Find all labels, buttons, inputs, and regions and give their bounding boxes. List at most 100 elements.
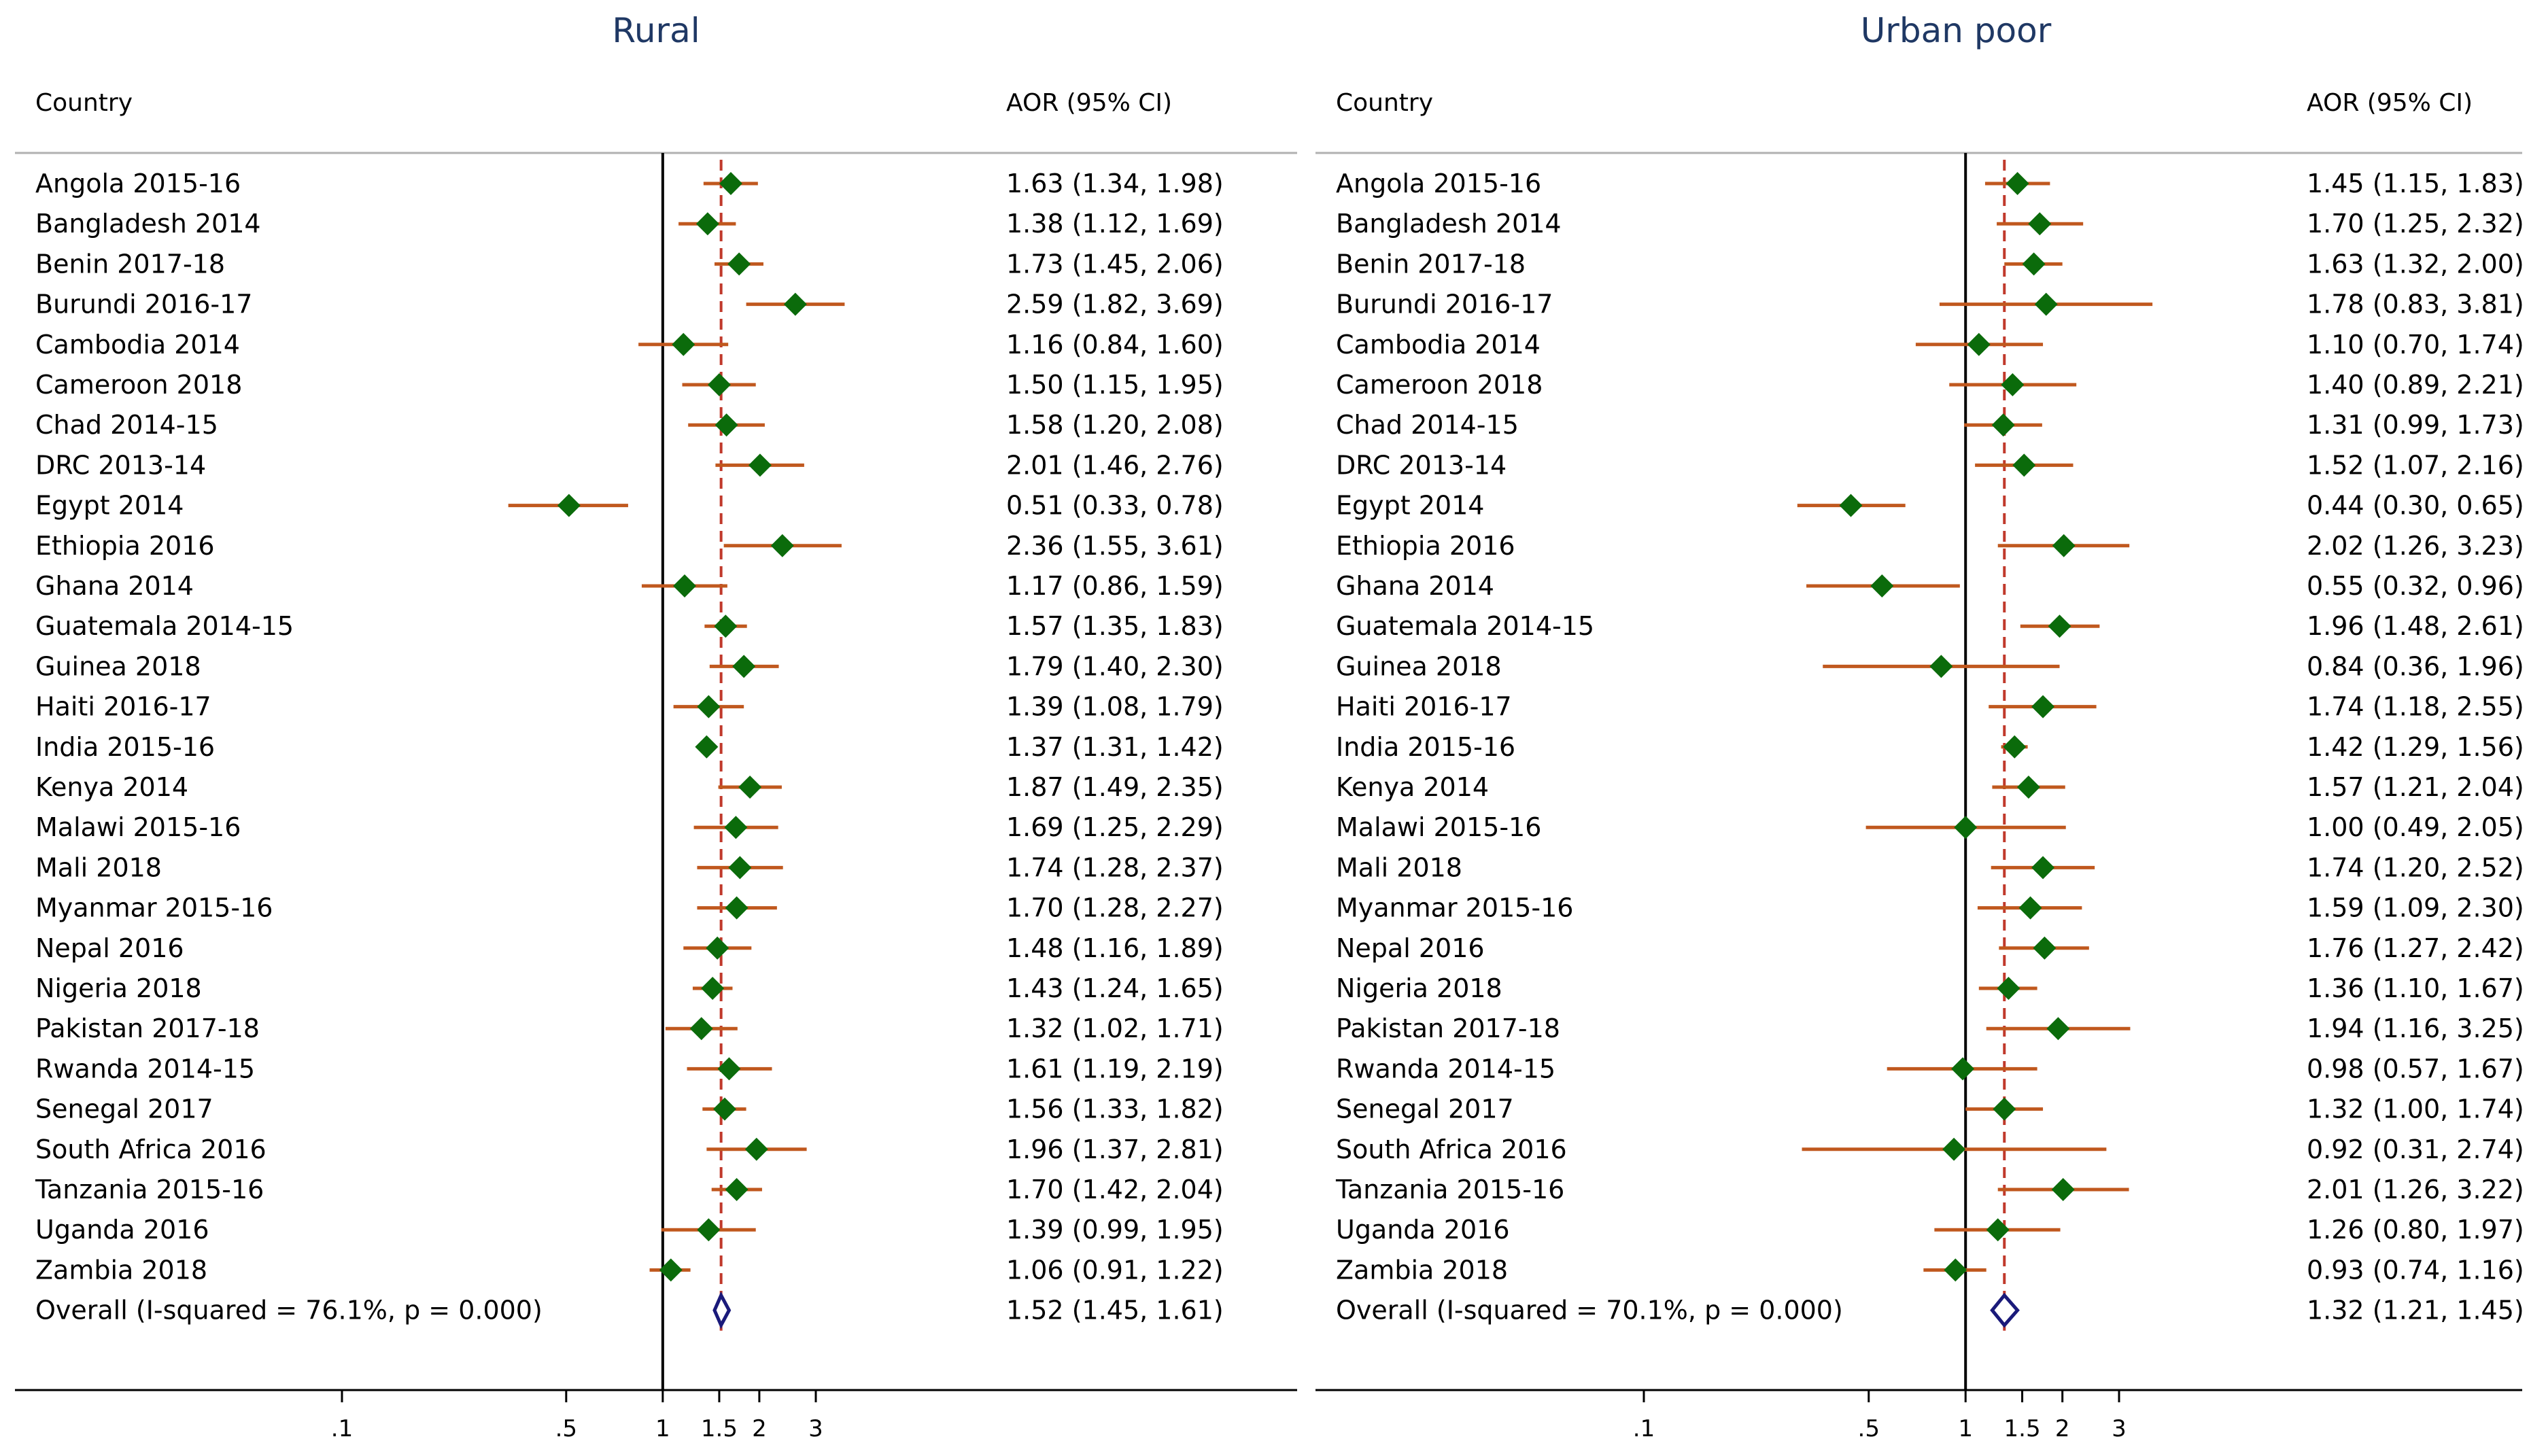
aor-ci-value: 1.73 (1.45, 2.06) xyxy=(1006,249,1224,279)
point-estimate-marker xyxy=(697,695,721,718)
x-tick-label: 1 xyxy=(655,1415,670,1442)
aor-ci-value: 1.37 (1.31, 1.42) xyxy=(1006,732,1224,762)
study-label: Ethiopia 2016 xyxy=(35,531,215,561)
study-label: Benin 2017-18 xyxy=(1336,249,1526,279)
aor-ci-value: 1.74 (1.28, 2.37) xyxy=(1006,852,1224,882)
point-estimate-marker xyxy=(2046,1017,2070,1041)
point-estimate-marker xyxy=(724,816,748,839)
x-tick-label: .1 xyxy=(331,1415,353,1442)
study-label: DRC 2013-14 xyxy=(35,450,206,480)
study-label: Senegal 2017 xyxy=(1336,1094,1514,1124)
x-tick-label: 1.5 xyxy=(2004,1415,2041,1442)
study-label: Cameroon 2018 xyxy=(35,370,242,400)
point-estimate-marker xyxy=(701,977,725,1000)
aor-ci-value: 0.92 (0.31, 2.74) xyxy=(2307,1134,2524,1164)
study-label: Angola 2015-16 xyxy=(1336,169,1541,198)
study-label: Uganda 2016 xyxy=(35,1215,209,1245)
point-estimate-marker xyxy=(2012,453,2036,477)
study-label: Burundi 2016-17 xyxy=(1336,290,1553,319)
point-estimate-marker xyxy=(695,212,719,236)
aor-ci-value: 1.57 (1.21, 2.04) xyxy=(2307,772,2524,802)
aor-ci-value: 1.00 (0.49, 2.05) xyxy=(2307,812,2524,842)
x-tick-label: 3 xyxy=(2112,1415,2127,1442)
point-estimate-marker xyxy=(557,493,581,517)
point-estimate-marker xyxy=(706,936,729,960)
aor-ci-value: 1.61 (1.19, 2.19) xyxy=(1006,1054,1224,1084)
study-label: South Africa 2016 xyxy=(1336,1134,1567,1164)
aor-ci-value: 1.94 (1.16, 3.25) xyxy=(2307,1013,2524,1043)
point-estimate-marker xyxy=(783,292,807,316)
overall-diamond xyxy=(1990,1292,2020,1328)
aor-ci-value: 1.32 (1.02, 1.71) xyxy=(1006,1013,1224,1043)
aor-ci-value: 0.98 (0.57, 1.67) xyxy=(2307,1054,2524,1084)
point-estimate-marker xyxy=(2018,896,2042,920)
point-estimate-marker xyxy=(727,252,751,276)
aor-ci-value: 1.43 (1.24, 1.65) xyxy=(1006,973,1224,1003)
study-label: Mali 2018 xyxy=(1336,852,1462,882)
point-estimate-marker xyxy=(2034,292,2058,316)
aor-ci-value: 2.01 (1.26, 3.22) xyxy=(2307,1175,2524,1204)
study-label: Ghana 2014 xyxy=(35,571,194,601)
study-label: Ethiopia 2016 xyxy=(1336,531,1515,561)
point-estimate-marker xyxy=(2003,735,2027,759)
column-header-country: Country xyxy=(35,89,133,117)
point-estimate-marker xyxy=(717,1057,741,1081)
aor-ci-value: 1.36 (1.10, 1.67) xyxy=(2307,973,2524,1003)
study-label: DRC 2013-14 xyxy=(1336,450,1507,480)
study-label: Egypt 2014 xyxy=(35,491,184,521)
point-estimate-marker xyxy=(732,655,756,678)
study-label: Malawi 2015-16 xyxy=(1336,812,1541,842)
chart-title: Urban poor xyxy=(1861,11,2052,50)
study-label: Zambia 2018 xyxy=(35,1255,207,1285)
study-label: Zambia 2018 xyxy=(1336,1255,1508,1285)
study-label: Rwanda 2014-15 xyxy=(1336,1054,1555,1084)
aor-ci-value: 1.57 (1.35, 1.83) xyxy=(1006,611,1224,641)
study-label: Cambodia 2014 xyxy=(35,330,240,360)
point-estimate-marker xyxy=(1929,655,1953,678)
study-label: Nigeria 2018 xyxy=(35,973,202,1003)
overall-diamond xyxy=(712,1291,732,1330)
study-label: Tanzania 2015-16 xyxy=(35,1175,264,1204)
point-estimate-marker xyxy=(712,1097,736,1121)
study-label: Myanmar 2015-16 xyxy=(1336,893,1573,923)
study-label: India 2015-16 xyxy=(1336,732,1515,762)
aor-ci-value: 1.70 (1.42, 2.04) xyxy=(1006,1175,1224,1204)
point-estimate-marker xyxy=(2006,172,2029,195)
overall-label: Overall (I-squared = 70.1%, p = 0.000) xyxy=(1336,1296,1843,1325)
point-estimate-marker xyxy=(2028,212,2052,236)
aor-ci-value: 1.70 (1.25, 2.32) xyxy=(2307,209,2524,239)
point-estimate-marker xyxy=(719,172,742,195)
study-label: Guatemala 2014-15 xyxy=(35,611,294,641)
aor-ci-value: 1.70 (1.28, 2.27) xyxy=(1006,893,1224,923)
study-label: Pakistan 2017-18 xyxy=(35,1013,260,1043)
aor-ci-value: 2.59 (1.82, 3.69) xyxy=(1006,290,1224,319)
column-header-aor: AOR (95% CI) xyxy=(2307,89,2473,117)
study-label: Chad 2014-15 xyxy=(1336,410,1519,440)
x-tick-label: .5 xyxy=(1858,1415,1880,1442)
point-estimate-marker xyxy=(659,1258,683,1282)
point-estimate-marker xyxy=(1870,574,1894,597)
study-label: Guatemala 2014-15 xyxy=(1336,611,1594,641)
x-tick-label: 1 xyxy=(1958,1415,1973,1442)
study-label: Guinea 2018 xyxy=(1336,651,1502,681)
study-label: Kenya 2014 xyxy=(1336,772,1489,802)
aor-ci-value: 1.74 (1.18, 2.55) xyxy=(2307,692,2524,722)
point-estimate-marker xyxy=(715,413,738,437)
aor-ci-value: 1.38 (1.12, 1.69) xyxy=(1006,209,1224,239)
study-label: Nepal 2016 xyxy=(35,933,184,963)
study-label: Kenya 2014 xyxy=(35,772,188,802)
aor-ci-value: 2.01 (1.46, 2.76) xyxy=(1006,450,1224,480)
point-estimate-marker xyxy=(728,856,752,880)
column-header-country: Country xyxy=(1336,89,1433,117)
point-estimate-marker xyxy=(1997,977,2020,1000)
study-label: Myanmar 2015-16 xyxy=(35,893,273,923)
aor-ci-value: 1.74 (1.20, 2.52) xyxy=(2307,852,2524,882)
aor-ci-value: 1.39 (1.08, 1.79) xyxy=(1006,692,1224,722)
study-label: Haiti 2016-17 xyxy=(1336,692,1512,722)
aor-ci-value: 1.52 (1.07, 2.16) xyxy=(2307,450,2524,480)
study-label: Tanzania 2015-16 xyxy=(1335,1175,1564,1204)
point-estimate-marker xyxy=(2031,695,2055,718)
point-estimate-marker xyxy=(673,574,697,597)
x-tick-label: .1 xyxy=(1633,1415,1655,1442)
study-label: Cameroon 2018 xyxy=(1336,370,1543,400)
